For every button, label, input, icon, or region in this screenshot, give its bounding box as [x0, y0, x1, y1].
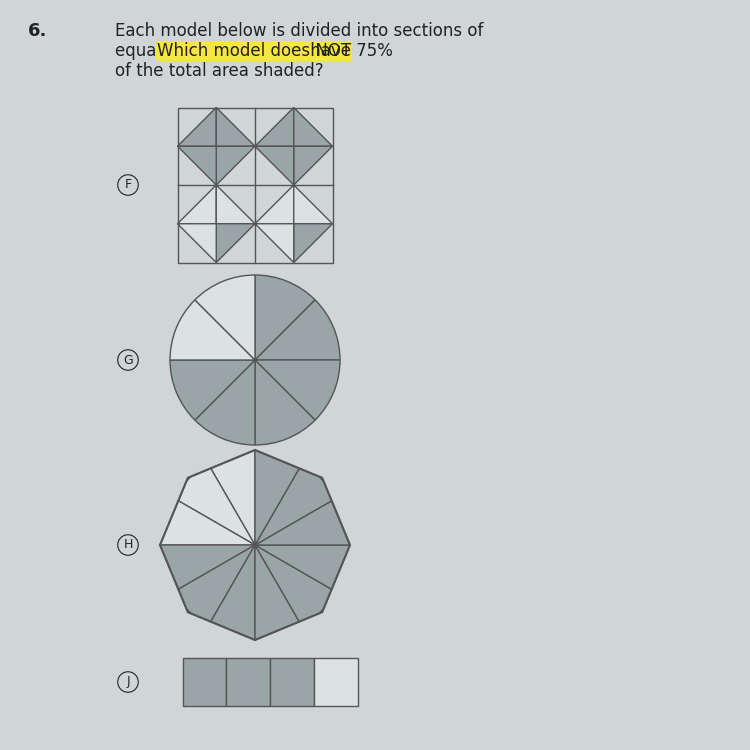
- Wedge shape: [170, 300, 255, 360]
- Polygon shape: [216, 146, 255, 185]
- Polygon shape: [294, 224, 332, 262]
- Text: G: G: [123, 353, 133, 367]
- Text: 6.: 6.: [28, 22, 47, 40]
- Wedge shape: [255, 360, 315, 445]
- Polygon shape: [255, 224, 294, 262]
- Polygon shape: [178, 107, 216, 146]
- Polygon shape: [178, 224, 216, 262]
- Polygon shape: [294, 107, 332, 146]
- Polygon shape: [216, 224, 255, 262]
- Wedge shape: [195, 275, 255, 360]
- Polygon shape: [178, 185, 216, 224]
- Polygon shape: [294, 185, 332, 224]
- Polygon shape: [255, 468, 332, 545]
- Polygon shape: [255, 545, 350, 590]
- Wedge shape: [255, 300, 340, 360]
- Polygon shape: [255, 146, 294, 185]
- Bar: [270, 658, 314, 706]
- Polygon shape: [178, 146, 216, 185]
- Text: H: H: [123, 538, 133, 551]
- Bar: [226, 658, 270, 706]
- Polygon shape: [294, 146, 332, 185]
- Text: equal size.: equal size.: [115, 42, 209, 60]
- Text: Each model below is divided into sections of: Each model below is divided into section…: [115, 22, 483, 40]
- Text: have 75%: have 75%: [305, 42, 393, 60]
- Bar: [178, 107, 332, 262]
- Polygon shape: [216, 107, 255, 146]
- Text: F: F: [124, 178, 131, 191]
- Text: of the total area shaded?: of the total area shaded?: [115, 62, 324, 80]
- Wedge shape: [255, 275, 315, 360]
- Polygon shape: [160, 501, 255, 545]
- Bar: [314, 658, 358, 706]
- Polygon shape: [178, 545, 255, 622]
- Polygon shape: [211, 450, 255, 545]
- Polygon shape: [255, 501, 350, 545]
- Wedge shape: [195, 360, 255, 445]
- Polygon shape: [255, 545, 299, 640]
- Text: Which model does NOT: Which model does NOT: [157, 42, 351, 60]
- Bar: [182, 658, 226, 706]
- Polygon shape: [160, 545, 255, 590]
- Polygon shape: [255, 107, 294, 146]
- Polygon shape: [211, 545, 255, 640]
- Text: J: J: [126, 676, 130, 688]
- Polygon shape: [255, 450, 299, 545]
- Polygon shape: [255, 185, 294, 224]
- Polygon shape: [255, 545, 332, 622]
- Polygon shape: [178, 468, 255, 545]
- Wedge shape: [170, 360, 255, 420]
- Polygon shape: [216, 185, 255, 224]
- Wedge shape: [255, 360, 340, 420]
